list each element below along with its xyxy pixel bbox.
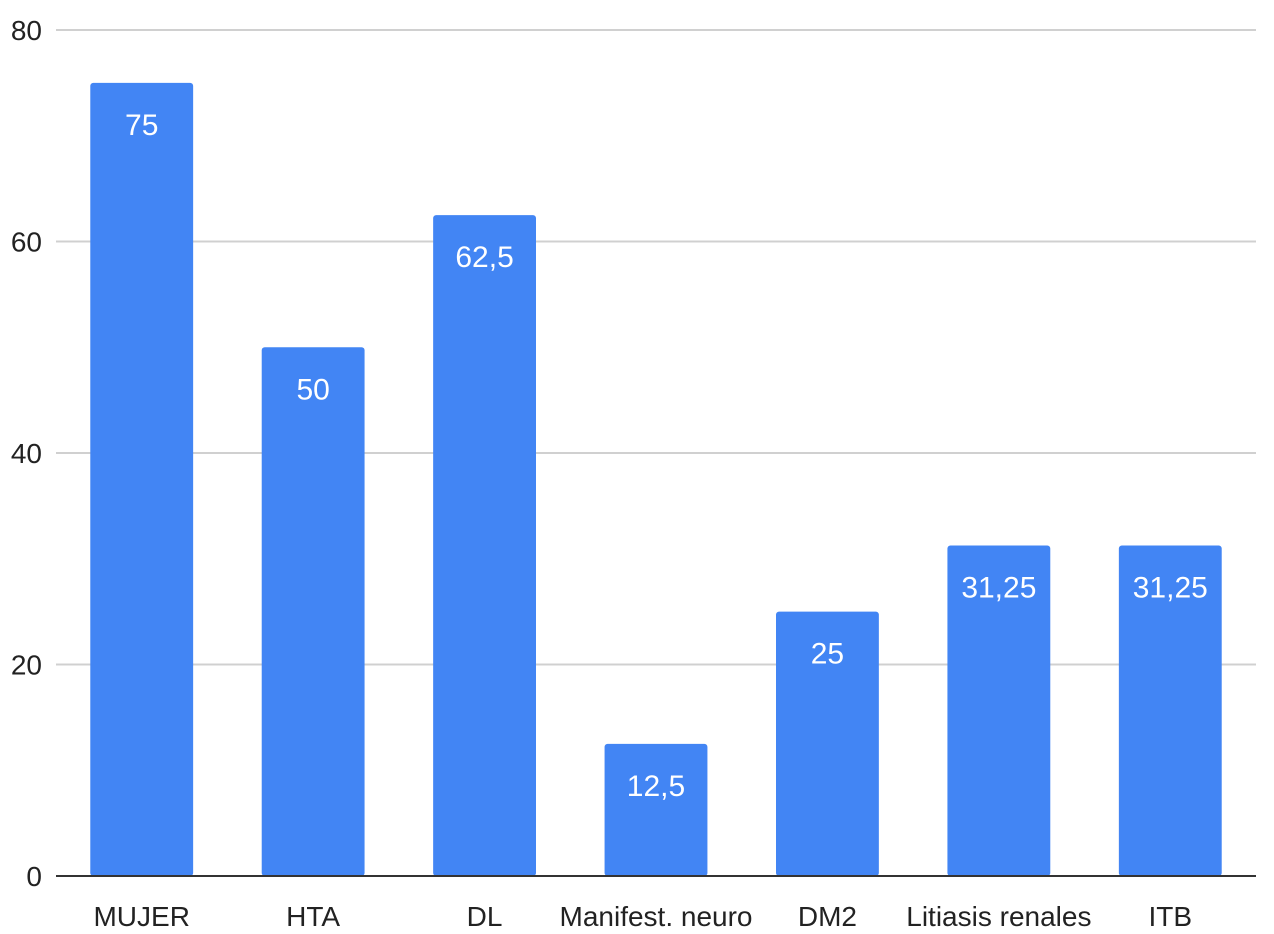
x-category-label: Manifest. neuro xyxy=(560,901,753,932)
x-axis-categories: MUJER HTA DL Manifest. neuro DM2 Litiasis ren… xyxy=(93,901,1192,932)
y-tick-label: 80 xyxy=(11,15,42,46)
y-tick-label: 20 xyxy=(11,650,42,681)
x-category-label: Litiasis renales xyxy=(906,901,1091,932)
bar xyxy=(433,215,536,876)
bar-value-label: 50 xyxy=(296,373,329,406)
bar xyxy=(776,611,879,876)
gridlines xyxy=(56,29,1256,666)
bar xyxy=(604,743,708,876)
bar-value-label: 62,5 xyxy=(455,241,513,274)
x-category-label: ITB xyxy=(1149,901,1193,932)
y-tick-label: 0 xyxy=(26,861,42,892)
x-category-label: HTA xyxy=(286,901,340,932)
bar-value-label: 31,25 xyxy=(1133,572,1208,605)
bar-value-label: 75 xyxy=(125,109,158,142)
bar-value-label: 12,5 xyxy=(627,770,685,803)
x-category-label: DL xyxy=(467,901,503,932)
bar xyxy=(90,82,194,876)
x-category-label: MUJER xyxy=(93,901,189,932)
y-axis-ticks: 0 20 40 60 80 xyxy=(11,15,42,892)
y-tick-label: 40 xyxy=(11,438,42,469)
bar-value-label: 25 xyxy=(811,638,844,671)
data-labels: 75 50 62,5 12,5 25 31,25 31,25 xyxy=(125,109,1208,803)
bar xyxy=(261,347,365,876)
bars xyxy=(90,82,1222,876)
bar xyxy=(947,545,1051,876)
bar xyxy=(1118,545,1222,876)
x-category-label: DM2 xyxy=(798,901,857,932)
bar-value-label: 31,25 xyxy=(961,572,1036,605)
y-tick-label: 60 xyxy=(11,227,42,258)
